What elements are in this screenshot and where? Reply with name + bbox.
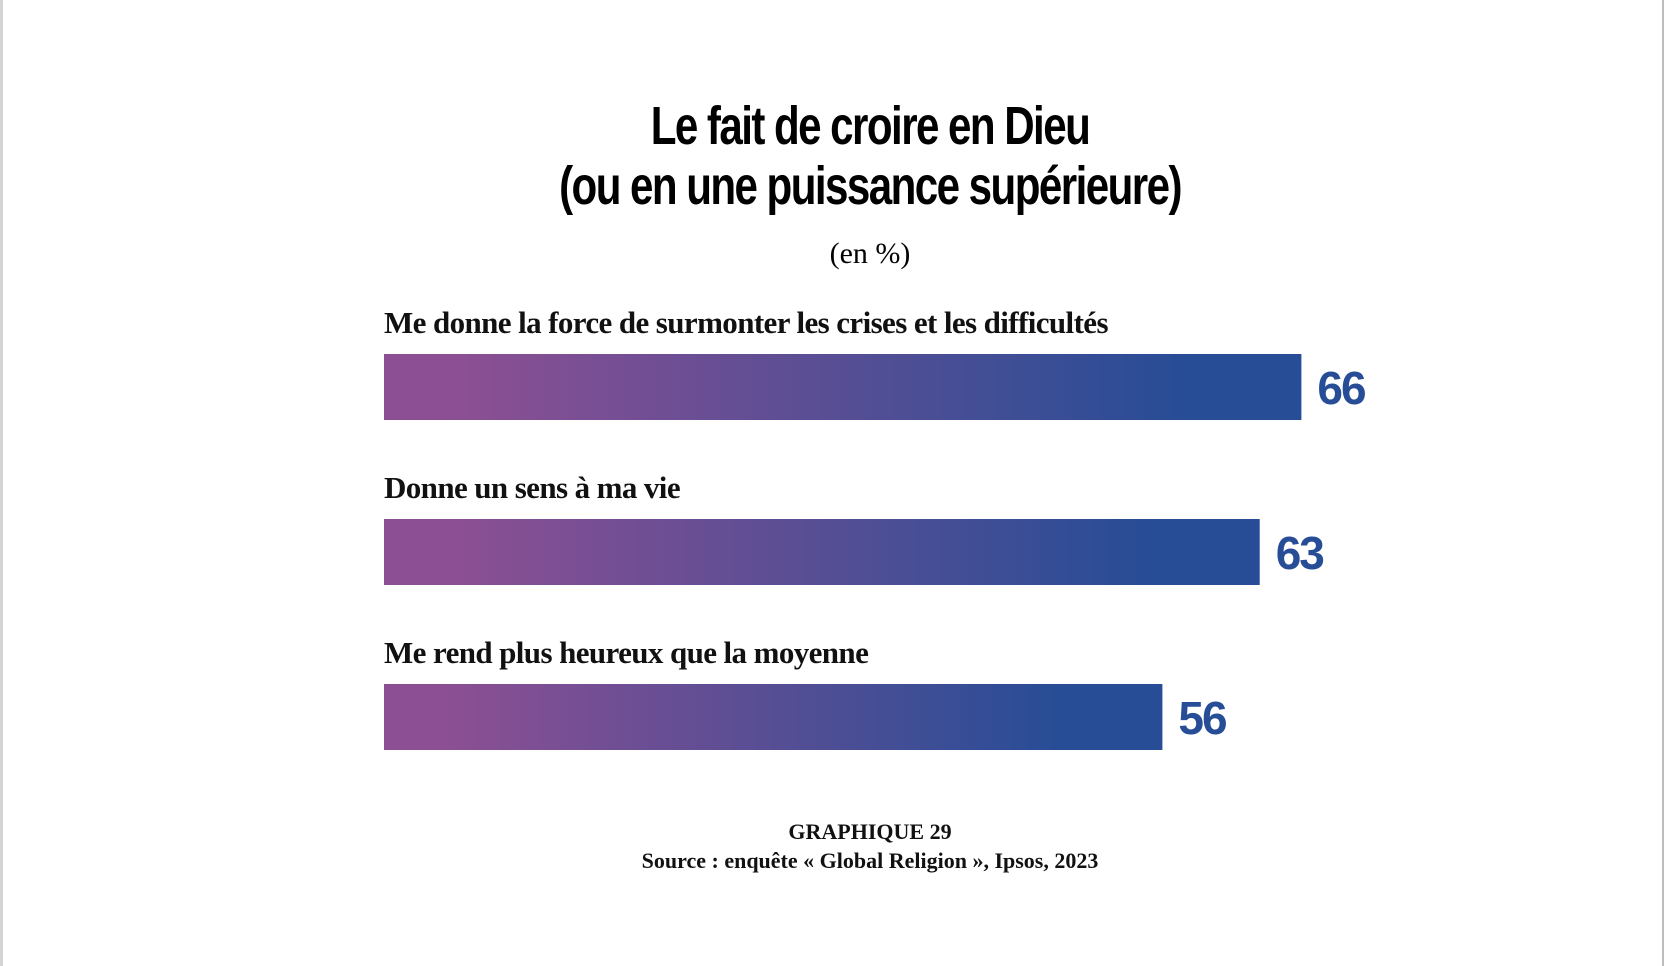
chart-title-line-2: (ou en une puissance supérieure) (559, 156, 1182, 216)
chart-caption-source: Source : enquête « Global Religion », Ip… (641, 848, 1099, 873)
page-border-right (1662, 0, 1664, 966)
chart-unit: (en %) (829, 237, 911, 270)
bars-group: Me donne la force de surmonter les crise… (384, 305, 1367, 750)
category-label: Me donne la force de surmonter les crise… (384, 305, 1108, 340)
chart-title: Le fait de croire en Dieu (ou en une pui… (191, 96, 1548, 216)
chart-title-line-1: Le fait de croire en Dieu (650, 96, 1091, 156)
bar (384, 684, 1163, 750)
category-label: Donne un sens à ma vie (384, 470, 680, 505)
chart-caption-label: GRAPHIQUE 29 (788, 819, 952, 844)
bar (384, 519, 1260, 585)
value-label: 63 (1276, 527, 1324, 579)
value-label: 66 (1317, 362, 1365, 414)
category-label: Me rend plus heureux que la moyenne (384, 635, 868, 670)
value-label: 56 (1178, 692, 1226, 744)
bar (384, 354, 1302, 420)
page-border-left (0, 0, 3, 966)
